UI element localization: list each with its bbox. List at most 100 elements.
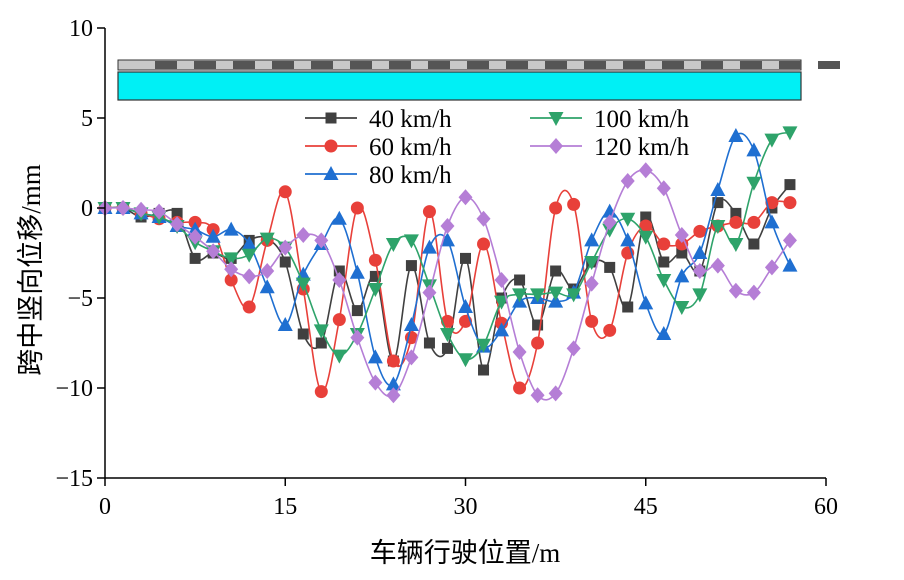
- data-point: [332, 313, 346, 327]
- legend-label: 80 km/h: [369, 162, 452, 189]
- data-point: [477, 237, 491, 251]
- data-point: [458, 353, 473, 368]
- sleeper: [311, 61, 333, 69]
- data-point: [421, 239, 437, 254]
- data-point: [638, 230, 654, 245]
- data-point: [260, 263, 275, 279]
- data-point: [783, 196, 797, 210]
- legend-label: 40 km/h: [369, 106, 452, 133]
- data-point: [187, 221, 203, 236]
- data-point: [350, 329, 365, 346]
- data-point: [476, 210, 491, 227]
- data-point: [748, 238, 760, 250]
- data-point: [746, 142, 762, 157]
- data-point: [223, 252, 239, 267]
- data-point: [531, 336, 545, 350]
- legend-item-100kmh: 100 km/h: [530, 106, 690, 133]
- legend-item-120kmh: 120 km/h: [530, 134, 690, 161]
- data-point: [658, 256, 670, 268]
- data-point: [638, 162, 653, 179]
- data-point: [277, 317, 293, 331]
- series-40kmh: [99, 179, 796, 376]
- data-point: [548, 286, 564, 301]
- data-point: [170, 216, 185, 233]
- legend-marker: [324, 139, 338, 153]
- data-point: [710, 257, 725, 274]
- legend-label: 100 km/h: [594, 106, 690, 133]
- sleeper: [272, 61, 294, 69]
- data-point: [206, 243, 221, 260]
- data-point: [134, 201, 149, 218]
- data-point: [674, 301, 690, 315]
- data-point: [638, 295, 654, 310]
- data-point: [530, 288, 546, 303]
- legend-marker: [549, 138, 563, 154]
- data-point: [494, 295, 510, 310]
- data-point: [494, 322, 510, 337]
- data-point: [313, 324, 329, 339]
- data-point: [603, 323, 617, 337]
- data-point: [333, 265, 345, 277]
- x-tick-label: 45: [634, 494, 658, 520]
- legend-item-40kmh: 40 km/h: [305, 106, 452, 133]
- data-point: [460, 252, 471, 264]
- y-tick-label: 5: [81, 106, 93, 132]
- data-point: [710, 182, 726, 196]
- data-point: [314, 232, 329, 249]
- data-point: [548, 385, 563, 402]
- data-point: [224, 273, 238, 287]
- sleeper: [389, 61, 411, 69]
- data-point: [278, 239, 293, 256]
- data-point: [422, 284, 437, 301]
- data-point: [602, 214, 617, 231]
- data-point: [404, 349, 419, 366]
- data-point: [764, 133, 780, 148]
- data-point: [403, 317, 419, 331]
- data-point: [584, 256, 600, 270]
- series-60kmh: [98, 185, 797, 399]
- sleeper: [779, 61, 801, 69]
- data-point: [224, 261, 239, 278]
- data-point: [116, 200, 131, 216]
- data-point: [584, 232, 600, 247]
- data-point: [152, 203, 167, 220]
- data-point: [278, 185, 292, 199]
- data-point: [368, 374, 383, 391]
- data-point: [514, 274, 526, 286]
- data-point: [385, 376, 401, 391]
- data-point: [566, 288, 582, 303]
- data-point: [784, 179, 796, 191]
- bridge-inset: [117, 59, 840, 101]
- legend-marker: [325, 112, 337, 124]
- data-point: [440, 218, 455, 234]
- x-tick-label: 60: [814, 494, 838, 520]
- data-point: [350, 201, 364, 215]
- data-point: [386, 387, 401, 404]
- sleeper: [584, 61, 606, 69]
- data-point: [512, 344, 527, 360]
- sleeper: [545, 61, 567, 69]
- data-point: [368, 253, 382, 267]
- sleeper: [350, 61, 372, 69]
- data-point: [712, 197, 724, 209]
- data-point: [764, 214, 780, 229]
- data-point: [259, 232, 275, 247]
- data-point: [692, 245, 708, 259]
- data-point: [532, 319, 544, 331]
- data-point: [188, 228, 203, 245]
- data-point: [476, 338, 492, 353]
- data-point: [332, 272, 347, 288]
- data-point: [604, 261, 616, 273]
- data-point: [674, 268, 690, 283]
- legend-label: 120 km/h: [594, 134, 690, 161]
- data-point: [764, 259, 779, 276]
- data-point: [369, 270, 381, 282]
- data-point: [295, 277, 311, 292]
- data-point: [782, 232, 797, 249]
- data-point: [349, 264, 365, 279]
- data-point: [693, 224, 707, 238]
- y-tick-label: −5: [67, 286, 93, 312]
- data-point: [242, 300, 256, 314]
- data-point: [746, 284, 761, 301]
